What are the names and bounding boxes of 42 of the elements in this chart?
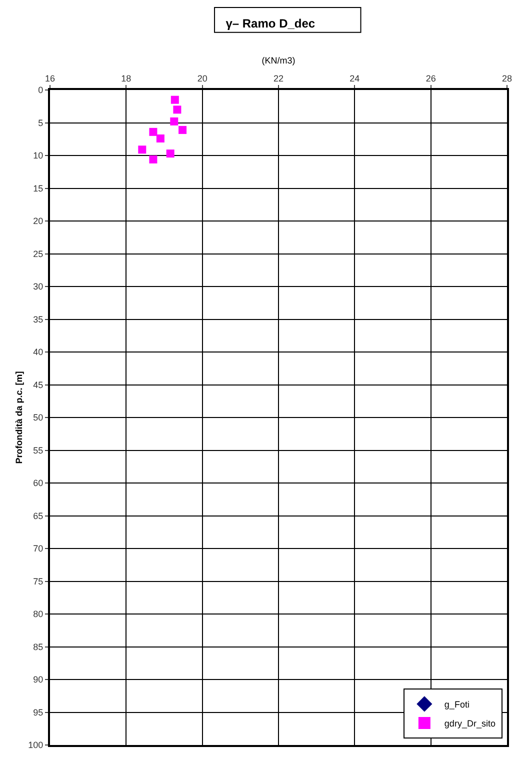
x-axis-title: (KN/m3) xyxy=(262,55,296,66)
y-tick-label: 0 xyxy=(38,85,44,96)
point xyxy=(149,155,158,164)
y-tick-label: 60 xyxy=(33,478,44,488)
y-tick-label: 65 xyxy=(33,510,44,521)
y-tick-label: 95 xyxy=(33,707,44,718)
y-tick-label: 80 xyxy=(33,609,44,620)
y-tick-label: 100 xyxy=(28,740,44,750)
x-tick-label: 24 xyxy=(350,73,360,84)
y-tick-label: 5 xyxy=(38,118,44,128)
y-tick-label: 55 xyxy=(33,445,44,456)
legend-label: g_Foti xyxy=(444,699,470,710)
point xyxy=(156,134,164,142)
y-tick-label: 15 xyxy=(33,183,44,194)
point xyxy=(173,106,182,114)
point xyxy=(170,117,178,126)
y-tick-label: 75 xyxy=(33,576,44,586)
y-tick-label: 50 xyxy=(33,412,44,423)
y-axis-title: Profondità da p.c. [m] xyxy=(14,371,24,464)
y-tick-label: 70 xyxy=(33,544,44,554)
point xyxy=(178,126,187,134)
y-tick-label: 40 xyxy=(33,347,44,358)
y-tick-label: 20 xyxy=(33,216,44,226)
y-tick-label: 25 xyxy=(33,248,44,259)
point xyxy=(170,96,179,104)
y-tick-label: 45 xyxy=(33,380,44,390)
y-tick-label: 90 xyxy=(33,674,44,685)
x-tick-label: 28 xyxy=(502,73,512,84)
x-tick-label: 20 xyxy=(197,73,208,84)
x-tick-label: 18 xyxy=(121,73,132,84)
point xyxy=(166,150,174,158)
y-tick-label: 85 xyxy=(33,642,44,652)
x-tick-label: 16 xyxy=(44,73,56,84)
x-tick-label: 22 xyxy=(273,73,284,84)
y-tick-label: 10 xyxy=(33,150,44,161)
y-tick-label: 30 xyxy=(33,282,44,292)
point xyxy=(138,146,146,154)
point xyxy=(149,128,158,136)
y-tick-label: 35 xyxy=(33,314,44,324)
x-tick-label: 26 xyxy=(426,73,436,84)
legend-label: gdry_Dr_sito xyxy=(444,718,496,728)
chart-title: γ– Ramo D_dec xyxy=(222,16,318,30)
